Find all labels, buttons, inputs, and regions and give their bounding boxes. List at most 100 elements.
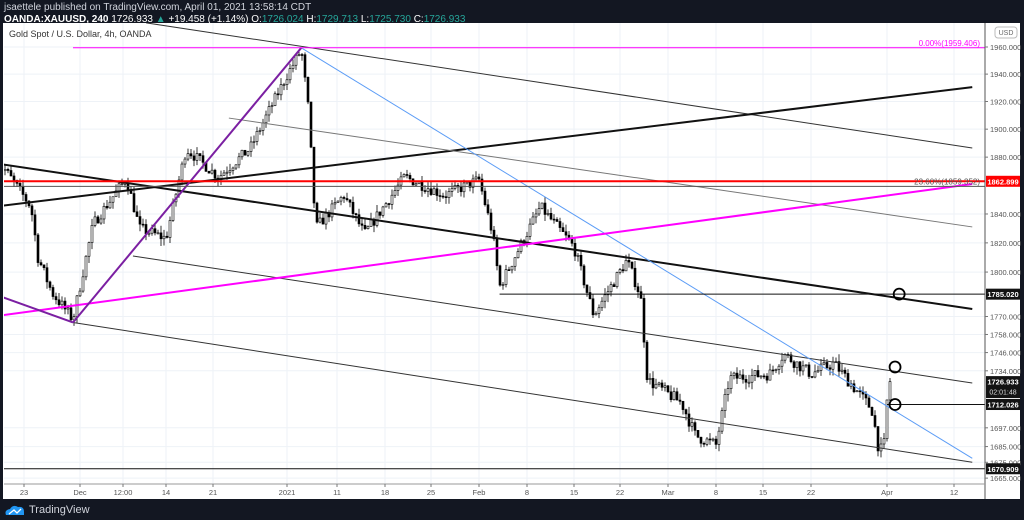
candle	[495, 238, 499, 267]
purple-leg-1[interactable]	[0, 290, 74, 324]
candle	[876, 426, 880, 452]
candle	[672, 391, 676, 400]
candle	[330, 203, 334, 218]
candle	[498, 265, 502, 286]
last-price: 1726.933	[111, 14, 153, 25]
candle	[807, 364, 811, 377]
candle	[774, 369, 778, 371]
candle	[390, 194, 394, 205]
candle	[720, 410, 724, 432]
candle	[549, 213, 553, 220]
candle	[207, 171, 211, 174]
candle	[846, 373, 850, 387]
blue-trendline[interactable]	[301, 47, 973, 459]
candle	[168, 220, 172, 238]
fib-0-level-label: 0.00%(1959.406)	[919, 39, 981, 48]
currency-label: USD	[999, 30, 1014, 37]
candle	[432, 188, 436, 195]
price-tick-label: 1820.000	[990, 239, 1021, 248]
candle	[240, 149, 244, 158]
candle	[603, 294, 607, 302]
candle	[585, 284, 589, 293]
lower-channel-line[interactable]	[72, 321, 973, 463]
candle	[831, 361, 835, 370]
candle	[708, 438, 712, 441]
candle	[153, 228, 157, 234]
cloud-logo-icon	[5, 505, 24, 515]
fib-23.6-level-label: 23.60%(1859.352)	[914, 177, 980, 186]
price-tick-label: 1675.000	[990, 458, 1021, 467]
candle	[837, 361, 841, 372]
currency-badge[interactable]	[994, 26, 1018, 39]
candle	[744, 379, 748, 383]
candle	[771, 369, 775, 372]
close-value: 1726.933	[423, 14, 466, 25]
candle	[339, 197, 343, 202]
candle	[510, 265, 514, 271]
candle	[792, 361, 796, 368]
candle	[441, 195, 445, 198]
candle	[711, 438, 715, 441]
candle	[684, 409, 688, 415]
candle	[258, 130, 262, 132]
middle-channel-line[interactable]	[132, 255, 973, 384]
candle	[597, 307, 601, 314]
candle	[39, 262, 43, 266]
gray-parallel-line[interactable]	[228, 117, 973, 228]
candle	[474, 176, 478, 180]
candle	[615, 272, 619, 287]
candle	[324, 212, 328, 225]
candle	[552, 218, 556, 221]
magenta-trendline[interactable]	[0, 182, 973, 318]
purple-leg-2[interactable]	[72, 47, 303, 324]
candle	[336, 200, 340, 203]
candle	[582, 265, 586, 286]
upper-channel-line[interactable]	[146, 23, 973, 149]
rising-trendline[interactable]	[0, 86, 973, 208]
candle	[387, 203, 391, 205]
time-tick-label: 8	[525, 488, 529, 497]
candle	[243, 149, 247, 156]
price-tick-label: 1880.000	[990, 153, 1021, 162]
candle	[132, 193, 136, 213]
candle	[819, 363, 823, 371]
candle	[171, 201, 175, 221]
candle	[657, 382, 661, 385]
candle	[282, 84, 286, 86]
target-circle-1734[interactable]	[888, 360, 902, 374]
candle	[1, 171, 3, 178]
candle	[321, 217, 325, 225]
candle	[234, 164, 238, 169]
time-tick-label: 15	[570, 488, 578, 497]
candle	[117, 183, 121, 192]
candle	[534, 213, 538, 218]
candle	[90, 225, 94, 243]
candle	[360, 223, 364, 226]
candle	[612, 284, 616, 287]
candle	[489, 212, 493, 231]
candle	[183, 158, 187, 165]
candle	[564, 231, 568, 236]
candle	[342, 197, 346, 199]
candle	[405, 174, 409, 176]
candle	[294, 54, 298, 66]
candle	[654, 383, 658, 389]
candle	[732, 372, 736, 376]
target-circle-1712[interactable]	[888, 398, 902, 411]
time-tick-label: 22	[616, 488, 624, 497]
candle	[306, 76, 310, 103]
candle	[675, 391, 679, 401]
candle	[864, 393, 868, 399]
candle	[723, 394, 727, 411]
time-tick-label: Mar	[662, 488, 675, 497]
candle	[4, 169, 7, 172]
candle	[651, 378, 655, 389]
price-tick-label: 1940.000	[990, 70, 1021, 79]
open-value: 1726.024	[261, 14, 304, 25]
candle	[726, 388, 730, 395]
candle	[606, 291, 610, 296]
target-circle-1785[interactable]	[892, 287, 906, 301]
candle	[348, 199, 352, 203]
candle	[273, 93, 277, 106]
